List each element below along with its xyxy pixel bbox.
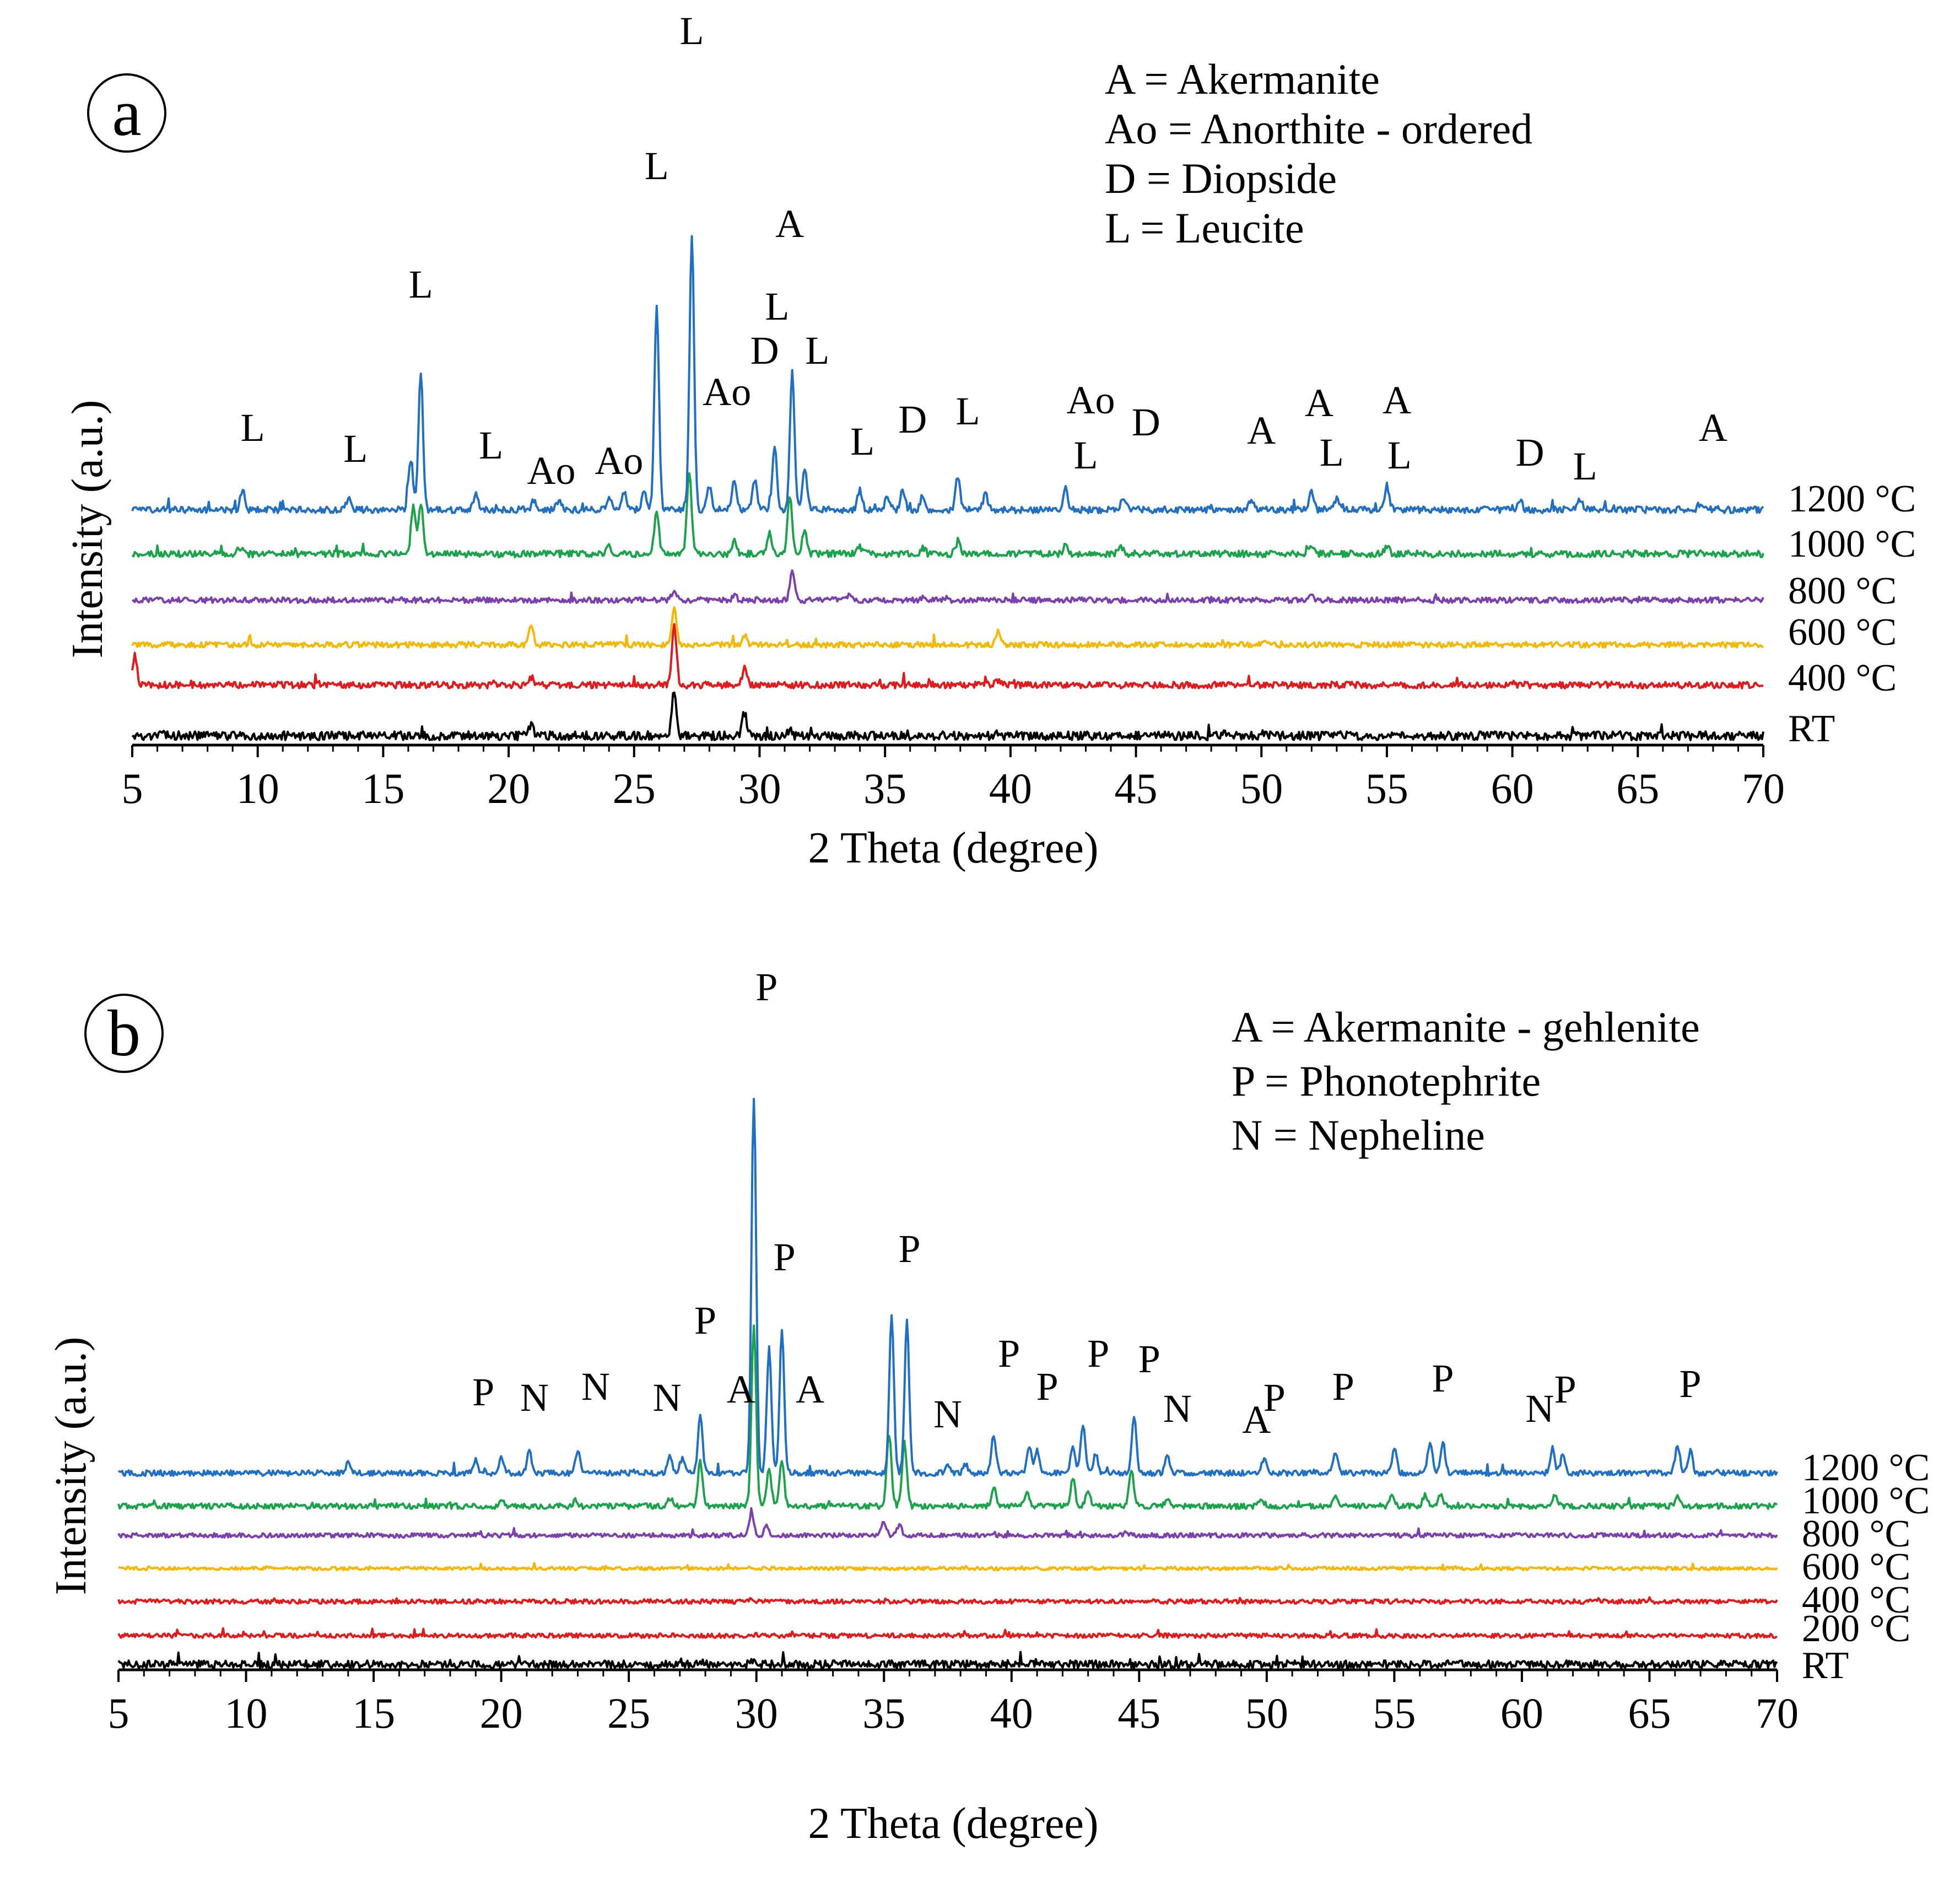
x-tick-label: 45: [1115, 764, 1158, 812]
peak-annotation: L: [1573, 444, 1597, 488]
peak-annotation: P: [774, 1235, 796, 1279]
x-tick-label: 30: [738, 764, 781, 812]
peak-annotation: P: [1036, 1365, 1059, 1409]
peak-annotation: L: [850, 419, 874, 463]
x-tick-label: 35: [862, 1689, 905, 1737]
peak-annotation: D: [898, 397, 927, 441]
x-tick-label: 20: [480, 1689, 523, 1737]
peak-annotation: P: [1087, 1331, 1109, 1376]
peak-annotation: A: [1247, 408, 1276, 452]
x-tick-label: 5: [122, 764, 143, 812]
x-tick-label: 55: [1373, 1689, 1416, 1737]
peak-annotation: N: [653, 1376, 682, 1420]
x-tick-label: 10: [236, 764, 279, 812]
x-tick-label: 5: [108, 1689, 129, 1737]
peak-annotation: L: [1320, 430, 1344, 474]
peak-annotation: L: [765, 284, 789, 328]
series-label: 400 °C: [1788, 657, 1897, 699]
xrd-figure: aA = AkermaniteAo = Anorthite - orderedD…: [0, 0, 1960, 1882]
peak-annotation: P: [1432, 1356, 1454, 1400]
y-axis-title: Intensity (a.u.): [63, 400, 112, 659]
x-tick-label: 15: [352, 1689, 395, 1737]
x-tick-label: 10: [225, 1689, 268, 1737]
x-tick-label: 70: [1742, 764, 1785, 812]
x-tick-label: 25: [607, 1689, 650, 1737]
legend-entry: A = Akermanite: [1105, 55, 1380, 103]
series-label: RT: [1802, 1644, 1849, 1687]
series-label: RT: [1788, 708, 1835, 750]
peak-annotation: L: [1073, 433, 1098, 477]
peak-annotation: L: [409, 262, 433, 306]
x-tick-label: 60: [1500, 1689, 1543, 1737]
x-tick-label: 20: [487, 764, 530, 812]
peak-annotation: N: [1525, 1387, 1554, 1431]
peak-annotation: P: [1554, 1367, 1576, 1411]
x-tick-label: 55: [1365, 764, 1408, 812]
legend-entry: N = Nepheline: [1232, 1111, 1485, 1159]
x-tick-label: 65: [1628, 1689, 1671, 1737]
series-label: 1200 °C: [1788, 478, 1916, 520]
x-tick-label: 25: [613, 764, 656, 812]
peak-annotation: L: [1387, 433, 1412, 477]
peak-annotation: L: [241, 406, 265, 450]
x-tick-label: 15: [361, 764, 404, 812]
x-axis-title: 2 Theta (degree): [808, 1799, 1098, 1848]
peak-annotation: L: [343, 427, 368, 471]
peak-annotation: L: [479, 423, 503, 467]
peak-annotation: P: [472, 1370, 494, 1414]
legend-entry: A = Akermanite - gehlenite: [1232, 1003, 1700, 1051]
peak-annotation: L: [805, 328, 829, 373]
x-tick-label: 65: [1616, 764, 1659, 812]
peak-annotation: A: [1305, 381, 1333, 425]
x-tick-label: 50: [1240, 764, 1283, 812]
legend-entry: L = Leucite: [1105, 204, 1304, 252]
peak-annotation: A: [796, 1367, 824, 1411]
panel-letter: a: [112, 76, 141, 149]
peak-annotation: L: [955, 389, 980, 433]
peak-annotation: D: [750, 328, 779, 373]
peak-annotation: P: [694, 1298, 716, 1342]
peak-annotation: P: [1264, 1376, 1286, 1420]
peak-annotation: P: [899, 1227, 921, 1271]
peak-annotation: L: [645, 144, 669, 188]
x-tick-label: 70: [1756, 1689, 1799, 1737]
x-axis-title: 2 Theta (degree): [808, 824, 1098, 872]
peak-annotation: P: [1138, 1337, 1160, 1381]
series-label: 800 °C: [1788, 570, 1897, 612]
peak-annotation: A: [1699, 406, 1727, 450]
peak-annotation: A: [727, 1367, 755, 1411]
peak-annotation: D: [1132, 400, 1160, 444]
peak-annotation: L: [680, 9, 704, 53]
panel-letter: b: [107, 996, 141, 1070]
legend-entry: D = Diopside: [1105, 154, 1337, 202]
peak-annotation: A: [1383, 378, 1411, 422]
x-tick-label: 50: [1245, 1689, 1288, 1737]
peak-annotation: Ao: [703, 370, 751, 414]
peak-annotation: P: [998, 1331, 1020, 1376]
peak-annotation: N: [933, 1392, 962, 1436]
peak-annotation: P: [1680, 1362, 1702, 1406]
peak-annotation: A: [775, 202, 804, 246]
x-tick-label: 40: [990, 1689, 1033, 1737]
x-tick-label: 45: [1117, 1689, 1160, 1737]
x-tick-label: 60: [1491, 764, 1534, 812]
series-label: 1000 °C: [1788, 523, 1916, 565]
x-tick-label: 30: [735, 1689, 778, 1737]
peak-annotation: N: [520, 1376, 549, 1420]
peak-annotation: N: [1163, 1387, 1192, 1431]
x-tick-label: 40: [989, 764, 1032, 812]
peak-annotation: Ao: [1067, 378, 1115, 422]
peak-annotation: P: [755, 965, 777, 1009]
legend-entry: P = Phonotephrite: [1232, 1057, 1541, 1105]
legend-entry: Ao = Anorthite - ordered: [1105, 105, 1532, 153]
series-label: 1200 °C: [1802, 1447, 1930, 1489]
peak-annotation: Ao: [527, 449, 575, 493]
series-label: 600 °C: [1788, 611, 1897, 654]
peak-annotation: N: [581, 1365, 610, 1409]
y-axis-title: Intensity (a.u.): [47, 1337, 95, 1595]
peak-annotation: Ao: [595, 439, 643, 483]
peak-annotation: P: [1332, 1365, 1354, 1409]
x-tick-label: 35: [863, 764, 906, 812]
peak-annotation: D: [1515, 430, 1544, 474]
